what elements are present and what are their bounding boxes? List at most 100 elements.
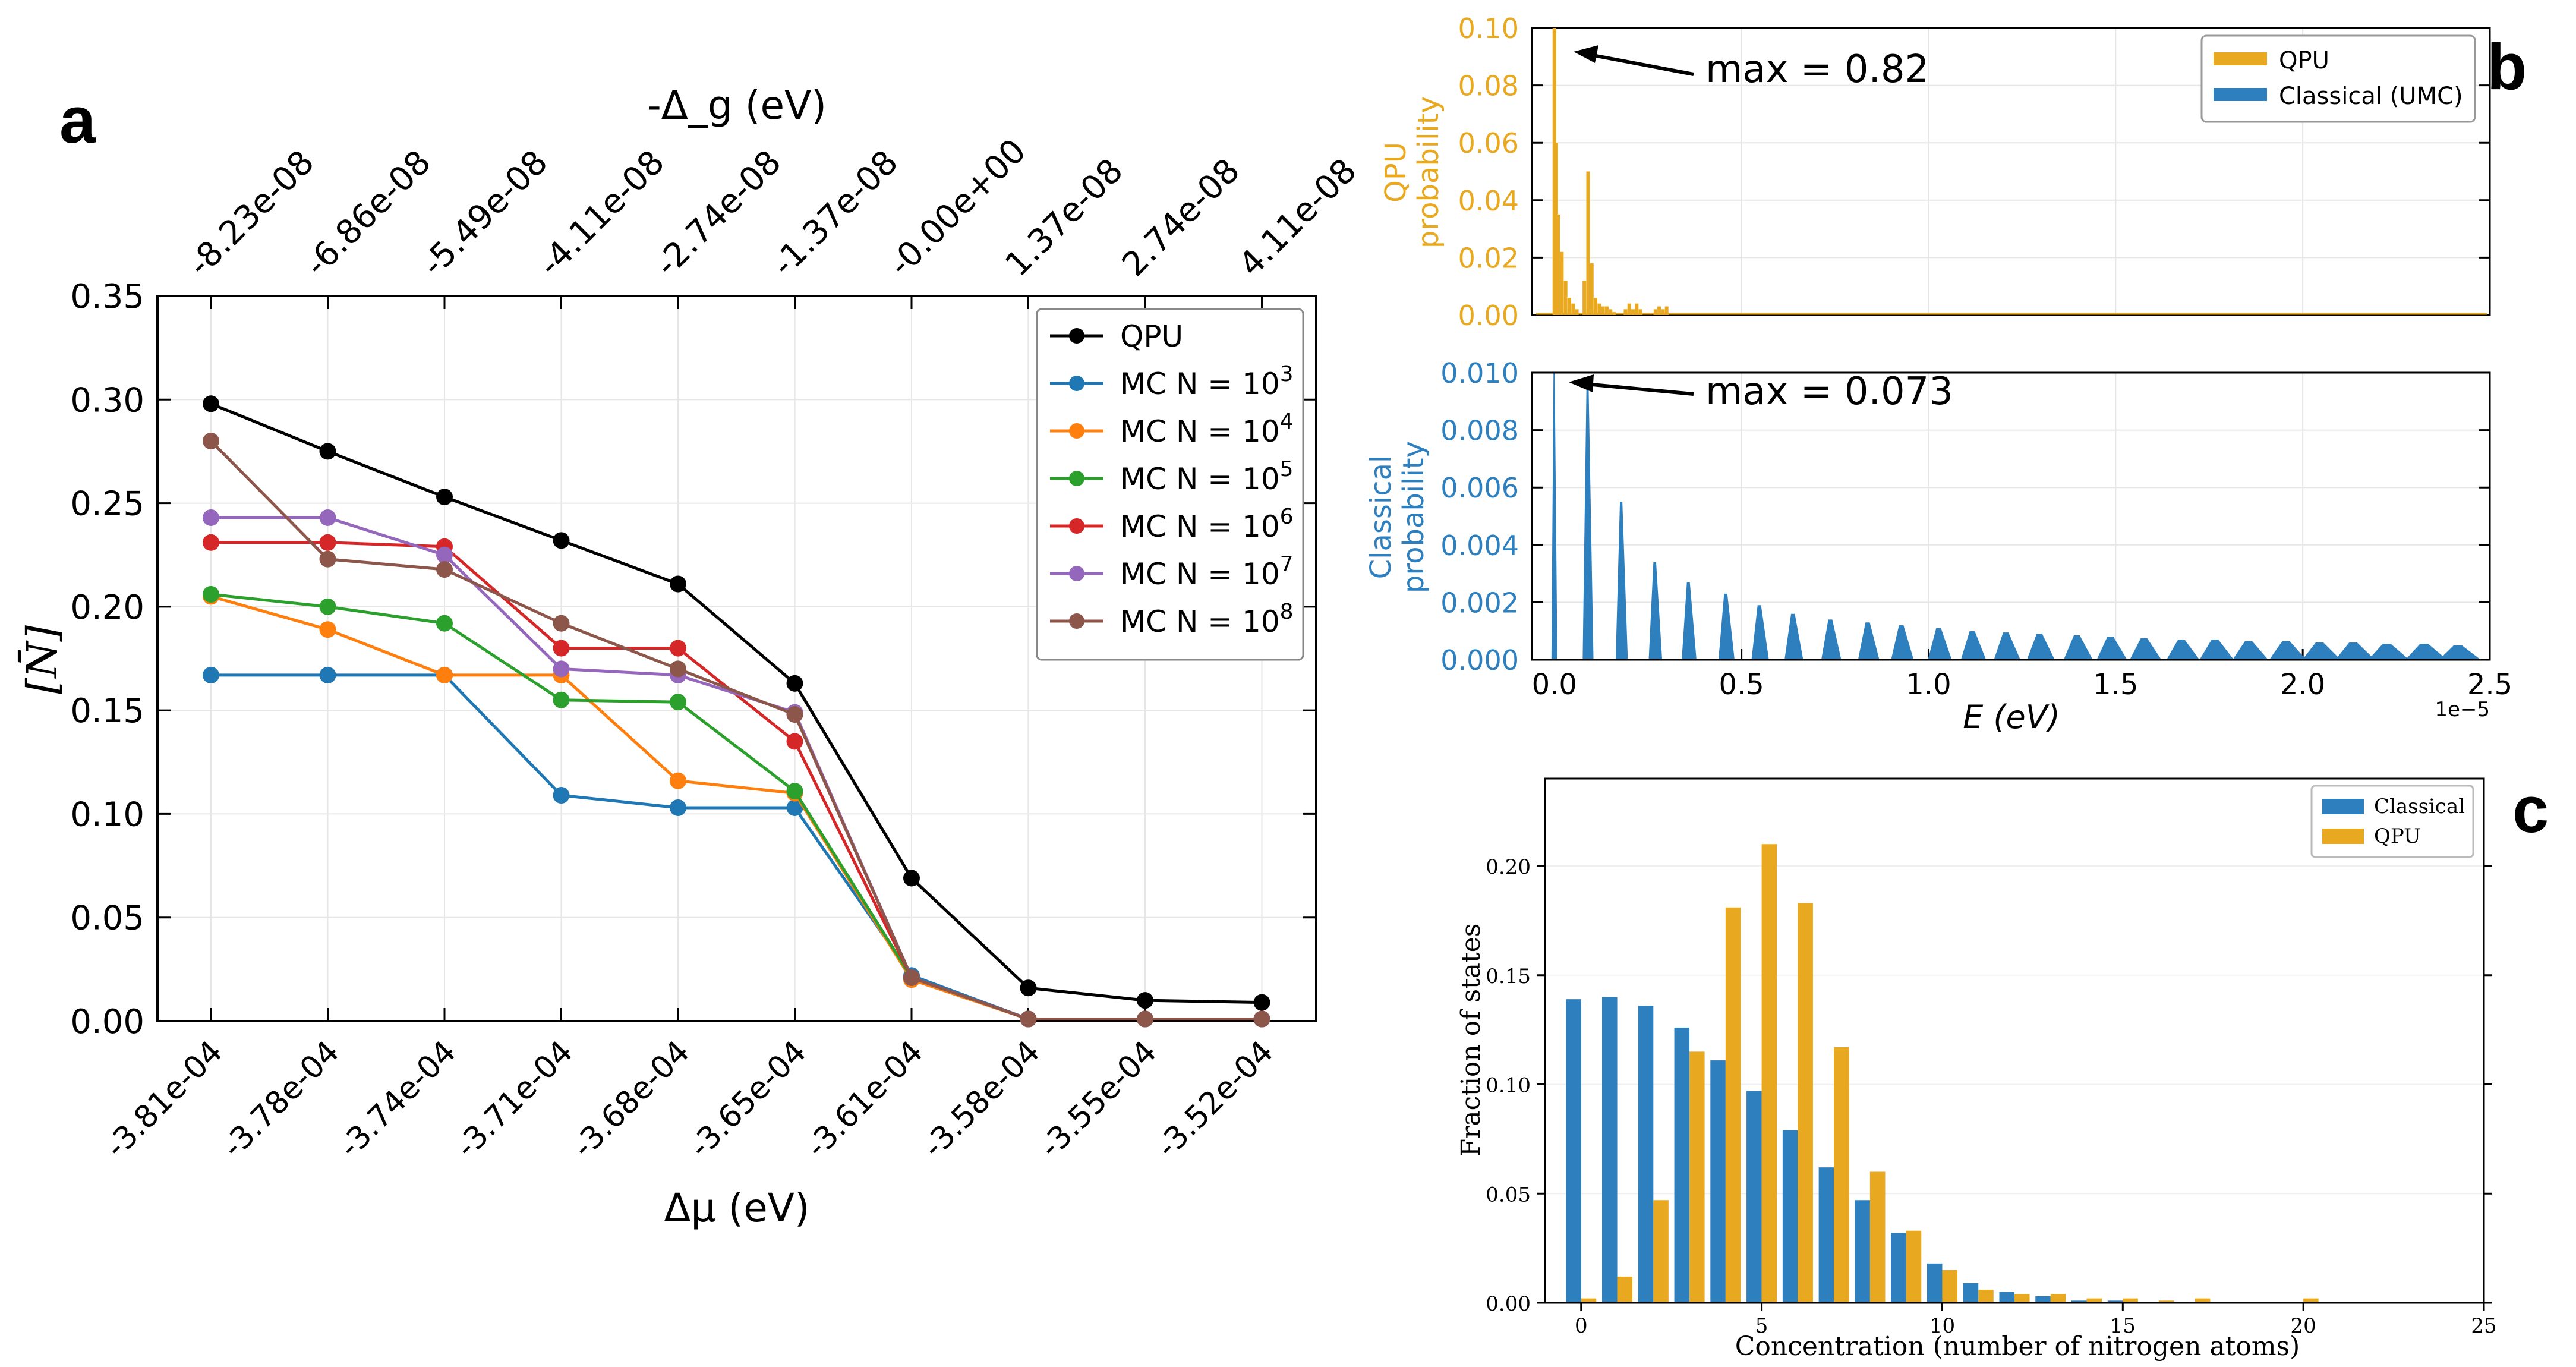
x-tick-label: -3.65e-04 [682, 1034, 813, 1165]
qpu-bar [1638, 309, 1642, 315]
annotation-arrowhead [1569, 374, 1594, 392]
top-x-tick-label: -4.11e-08 [531, 143, 671, 284]
top-x-tick-label: -1.37e-08 [764, 143, 905, 284]
qpu-bar [1834, 1047, 1849, 1303]
y-tick-label: 0.02 [1458, 242, 1519, 274]
data-point [203, 433, 219, 449]
x-tick-label: 1.0 [1906, 668, 1951, 701]
y-tick-label: 0.08 [1458, 70, 1519, 102]
panel-label-c: c [2512, 773, 2549, 846]
data-point [670, 799, 686, 816]
y-tick-label: 0.00 [1486, 1292, 1531, 1316]
y-axis-label: [N̄] [17, 625, 67, 694]
classical-peak [2439, 645, 2481, 660]
qpu-bar [2159, 1300, 2174, 1303]
classical-peak [2166, 640, 2200, 660]
data-point [903, 870, 920, 887]
data-point [1020, 1010, 1037, 1028]
top-x-tick-label: -2.74e-08 [648, 143, 789, 284]
x-tick-label: -3.58e-04 [916, 1034, 1046, 1165]
classical-peak [1928, 628, 1952, 660]
data-point [1137, 1010, 1153, 1028]
classical-peak [2096, 637, 2127, 660]
data-point [319, 550, 336, 568]
qpu-bar [1594, 298, 1598, 315]
legend-swatch-qpu [2322, 829, 2364, 844]
y-axis-label-line1: QPU [1379, 142, 1412, 203]
y-tick-label: 0.05 [1486, 1183, 1531, 1207]
panel-label-b: b [2487, 30, 2527, 103]
data-point [786, 799, 803, 816]
y-axis-label-line2: probability [1412, 96, 1445, 248]
data-point [203, 395, 219, 412]
axes-frame [1531, 371, 2491, 661]
qpu-bar [1978, 1289, 1994, 1303]
legend-label: MC N = 103 [1120, 362, 1294, 401]
legend-swatch-qpu [2214, 52, 2267, 65]
top-x-tick-label: -6.86e-08 [297, 143, 438, 284]
qpu-bar [1552, 28, 1556, 315]
x-tick-label: 10 [1929, 1314, 1955, 1338]
qpu-bar [1601, 306, 1605, 315]
qpu-bar [1653, 309, 1657, 315]
axes-frame [1544, 777, 2485, 1304]
classical-bar [1999, 1292, 2014, 1303]
data-point [553, 615, 570, 632]
panel-label-a: a [59, 84, 96, 157]
data-point [553, 691, 570, 708]
classical-bar [2071, 1300, 2087, 1303]
y-tick-label: 0.10 [1486, 1074, 1531, 1098]
top-x-tick-label: 4.11e-08 [1231, 152, 1364, 284]
qpu-bar [1609, 309, 1613, 315]
classical-bar [1963, 1283, 1979, 1303]
qpu-bar [1661, 309, 1665, 315]
qpu-bar [1575, 309, 1579, 315]
classical-peak [1718, 593, 1735, 660]
x-tick-label: 1.5 [2093, 668, 2138, 701]
x-tick-label: 2.5 [2467, 668, 2512, 701]
data-point [436, 489, 453, 506]
legend-marker [1069, 471, 1084, 486]
classical-bar [1818, 1167, 1834, 1303]
legend-marker [1069, 423, 1084, 439]
legend-marker [1069, 518, 1084, 534]
qpu-bar [2303, 1298, 2319, 1303]
classical-bar [1855, 1200, 1870, 1303]
qpu-bar [1556, 214, 1560, 315]
data-point [553, 640, 570, 657]
legend-label: MC N = 108 [1120, 600, 1294, 639]
data-point [319, 443, 336, 460]
data-point [319, 621, 336, 638]
qpu-bar [2050, 1294, 2066, 1303]
top-x-tick-label: -5.49e-08 [414, 143, 555, 284]
classical-peak [1891, 625, 1914, 660]
legend-swatch-classical [2322, 799, 2364, 814]
classical-peak [2335, 642, 2375, 660]
data-point [670, 575, 686, 593]
y-tick-label: 0.05 [70, 899, 144, 938]
qpu-bar [1567, 298, 1571, 315]
legend-label: QPU [2279, 47, 2329, 74]
data-point [553, 660, 570, 678]
legend-label: MC N = 107 [1120, 552, 1294, 591]
annotation-text: max = 0.82 [1705, 48, 1929, 92]
x-tick-label: 0.5 [1719, 668, 1764, 701]
axes-frame [1531, 27, 2491, 316]
legend-label: Classical (UMC) [2279, 83, 2463, 110]
series-line-0 [210, 402, 1262, 1004]
x-tick-label: 0.0 [1532, 668, 1577, 701]
x-tick-label: -3.74e-04 [332, 1034, 463, 1165]
classical-bar [1674, 1027, 1690, 1303]
classical-bar [1782, 1130, 1798, 1303]
classical-bar [2035, 1296, 2051, 1303]
y-tick-label: 0.004 [1440, 530, 1519, 562]
classical-bar [1602, 997, 1618, 1303]
qpu-bar [1554, 143, 1558, 315]
top-x-tick-label: -8.23e-08 [181, 143, 321, 284]
classical-peak [2405, 644, 2447, 660]
qpu-bar [2195, 1298, 2211, 1303]
chart-b-bottom: 0.000 0.002 0.004 0.006 0.008 0.010 0.0 0.5 1.0 1… [1364, 357, 2512, 736]
data-point [319, 666, 336, 684]
